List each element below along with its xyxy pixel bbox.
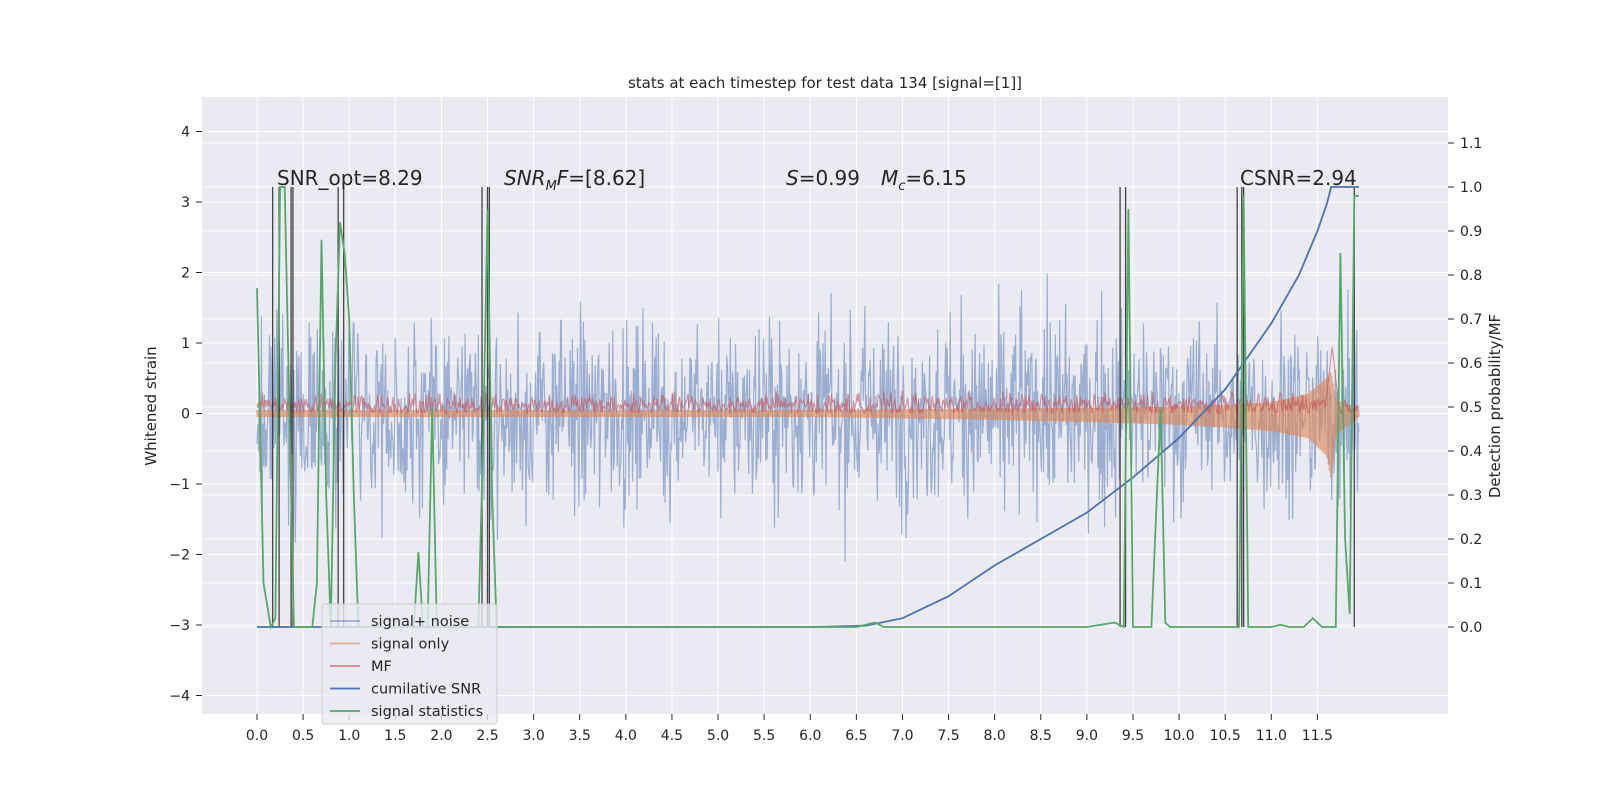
- annotation-snr-opt: SNR_opt=8.29: [277, 166, 423, 190]
- legend-label: signal statistics: [371, 704, 483, 720]
- x-tick-label: 6.0: [799, 728, 821, 744]
- y-tick-label: −3: [169, 618, 190, 634]
- x-tick-label: 3.5: [569, 728, 591, 744]
- y-tick-label-right: 0.2: [1460, 532, 1482, 548]
- x-tick-label: 7.5: [937, 728, 959, 744]
- y-tick-label-right: 0.0: [1460, 620, 1482, 636]
- annotation-snr-mf-main: SNR: [504, 166, 546, 190]
- annotation-s-main: S: [786, 166, 799, 190]
- y-tick-label: −4: [169, 689, 190, 705]
- y-tick-label-right: 0.7: [1460, 312, 1482, 328]
- y-tick-label: 1: [181, 336, 190, 352]
- chart-title: stats at each timestep for test data 134…: [628, 74, 1022, 92]
- y-tick-label: 0: [181, 407, 190, 423]
- y-axis-label-left: Whitened strain: [142, 346, 160, 465]
- y-tick-label: 3: [181, 195, 190, 211]
- annotation-mc-sub: c: [898, 179, 905, 194]
- y-tick-label: 4: [181, 125, 190, 141]
- x-tick-label: 8.5: [1030, 728, 1052, 744]
- y-tick-label: 2: [181, 266, 190, 282]
- x-tick-label: 11.0: [1256, 728, 1287, 744]
- x-tick-label: 9.0: [1076, 728, 1098, 744]
- x-tick-label: 2.5: [476, 728, 498, 744]
- legend-label: signal+ noise: [371, 614, 469, 630]
- legend-label: cumilative SNR: [371, 682, 481, 698]
- legend-label: MF: [371, 659, 392, 675]
- x-tick-label: 6.5: [845, 728, 867, 744]
- cumulative-snr-line: [257, 186, 1359, 628]
- x-tick-label: 5.0: [707, 728, 729, 744]
- x-tick-label: 1.5: [384, 728, 406, 744]
- annotation-mc-tail: =6.15: [905, 166, 966, 190]
- legend-box: [321, 603, 498, 725]
- annotation-mc-main: M: [881, 166, 898, 190]
- x-tick-label: 10.0: [1163, 728, 1194, 744]
- x-tick-label: 9.5: [1122, 728, 1144, 744]
- x-tick-label: 10.5: [1210, 728, 1241, 744]
- x-tick-label: 2.0: [430, 728, 452, 744]
- annotation-mc: Mc=6.15: [881, 166, 967, 194]
- y-tick-label: −2: [169, 548, 190, 564]
- annotation-csnr: CSNR=2.94: [1240, 166, 1357, 190]
- annotation-snr-mf: SNRMF=[8.62]: [504, 166, 645, 194]
- y-tick-label-right: 0.3: [1460, 488, 1482, 504]
- x-tick-label: 0.5: [292, 728, 314, 744]
- x-tick-label: 8.0: [984, 728, 1006, 744]
- y-tick-label-right: 0.4: [1460, 444, 1482, 460]
- legend-label: signal only: [371, 637, 450, 653]
- x-tick-label: 4.5: [661, 728, 683, 744]
- x-tick-label: 3.0: [522, 728, 544, 744]
- y-tick-label-right: 0.8: [1460, 268, 1482, 284]
- y-tick-label-right: 1.1: [1460, 136, 1482, 152]
- mf-series: [256, 347, 1360, 416]
- x-tick-label: 5.5: [753, 728, 775, 744]
- y-tick-label-right: 0.1: [1460, 576, 1482, 592]
- y-tick-label-right: 0.5: [1460, 400, 1482, 416]
- x-tick-label: 11.5: [1302, 728, 1333, 744]
- y-tick-label: −1: [169, 477, 190, 493]
- x-tick-label: 1.0: [338, 728, 360, 744]
- annotation-s-tail: =0.99: [799, 166, 860, 190]
- cumulative-snr-series: [257, 186, 1359, 628]
- legend: signal+ noise signal only MF cumilative SNR…: [321, 603, 498, 725]
- x-tick-label: 4.0: [615, 728, 637, 744]
- annotation-snr-mf-sub: M: [546, 179, 557, 194]
- y-tick-label-right: 0.9: [1460, 224, 1482, 240]
- annotation-s: S=0.99: [786, 166, 860, 190]
- x-tick-label: 7.0: [891, 728, 913, 744]
- y-tick-label-right: 0.6: [1460, 356, 1482, 372]
- mf-line: [256, 347, 1360, 416]
- y-tick-label-right: 1.0: [1460, 180, 1482, 196]
- axis-ticks: 0.0 0.5 1.0 1.5 2.0 2.5 3.0 3.5 4.0 4.5 5.0 5.5 6.0 6…: [169, 125, 1482, 745]
- x-tick-label: 0.0: [246, 728, 268, 744]
- y-axis-label-right: Detection probability/MF: [1486, 314, 1504, 498]
- annotation-snr-mf-tail: F=[8.62]: [557, 166, 645, 190]
